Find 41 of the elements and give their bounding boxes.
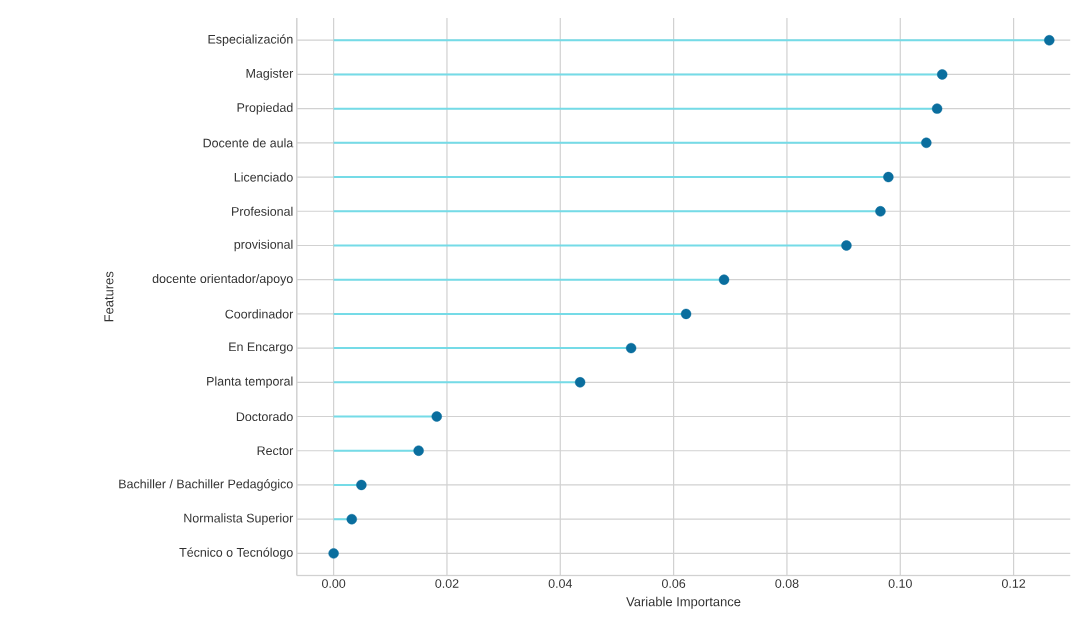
x-tick-label: 0.00 (322, 579, 346, 589)
point (356, 479, 367, 491)
x-axis-title: Variable Importance (626, 596, 741, 610)
x-tick-label: 0.04 (548, 579, 573, 589)
y-tick-label: Doctorado (236, 412, 293, 422)
y-tick-label: En Encargo (229, 342, 293, 354)
x-tick-label: 0.12 (1001, 579, 1026, 589)
y-tick-label: Rector (257, 446, 294, 456)
point (680, 308, 692, 320)
y-tick-label: docente orientador/apoyo (152, 274, 293, 286)
point (431, 411, 442, 422)
y-tick-label: Magister (246, 68, 294, 81)
x-tick-label: 0.02 (435, 579, 459, 589)
y-tick-label: Docente de aula (203, 138, 294, 148)
y-tick-label: Normalista Superior (184, 513, 294, 526)
y-tick-label: Coordinador (225, 309, 294, 319)
y-tick-label: Técnico o Tecnólogo (179, 547, 293, 560)
point (625, 343, 637, 354)
point (931, 103, 943, 115)
y-tick-label: Propiedad (237, 103, 293, 115)
point (328, 548, 339, 559)
point (841, 240, 852, 251)
point (1044, 35, 1055, 46)
y-tick-label: Bachiller / Bachiller Pedagógico (119, 479, 293, 492)
point (883, 172, 894, 183)
point (574, 377, 586, 388)
point (413, 445, 424, 457)
y-tick-label: Planta temporal (207, 376, 293, 389)
point (921, 137, 932, 149)
y-axis-title: Features (104, 271, 114, 322)
y-tick-label: Especialización (208, 34, 293, 47)
x-tick-label: 0.06 (661, 579, 686, 589)
point (875, 206, 886, 217)
y-tick-label: Profesional (232, 206, 293, 217)
x-tick-label: 0.10 (888, 579, 912, 589)
x-tick-label: 0.08 (775, 579, 799, 589)
point (718, 274, 730, 286)
point (937, 69, 948, 80)
point (346, 514, 357, 525)
y-tick-label: Licenciado (234, 172, 293, 182)
y-tick-label: provisional (234, 239, 293, 252)
